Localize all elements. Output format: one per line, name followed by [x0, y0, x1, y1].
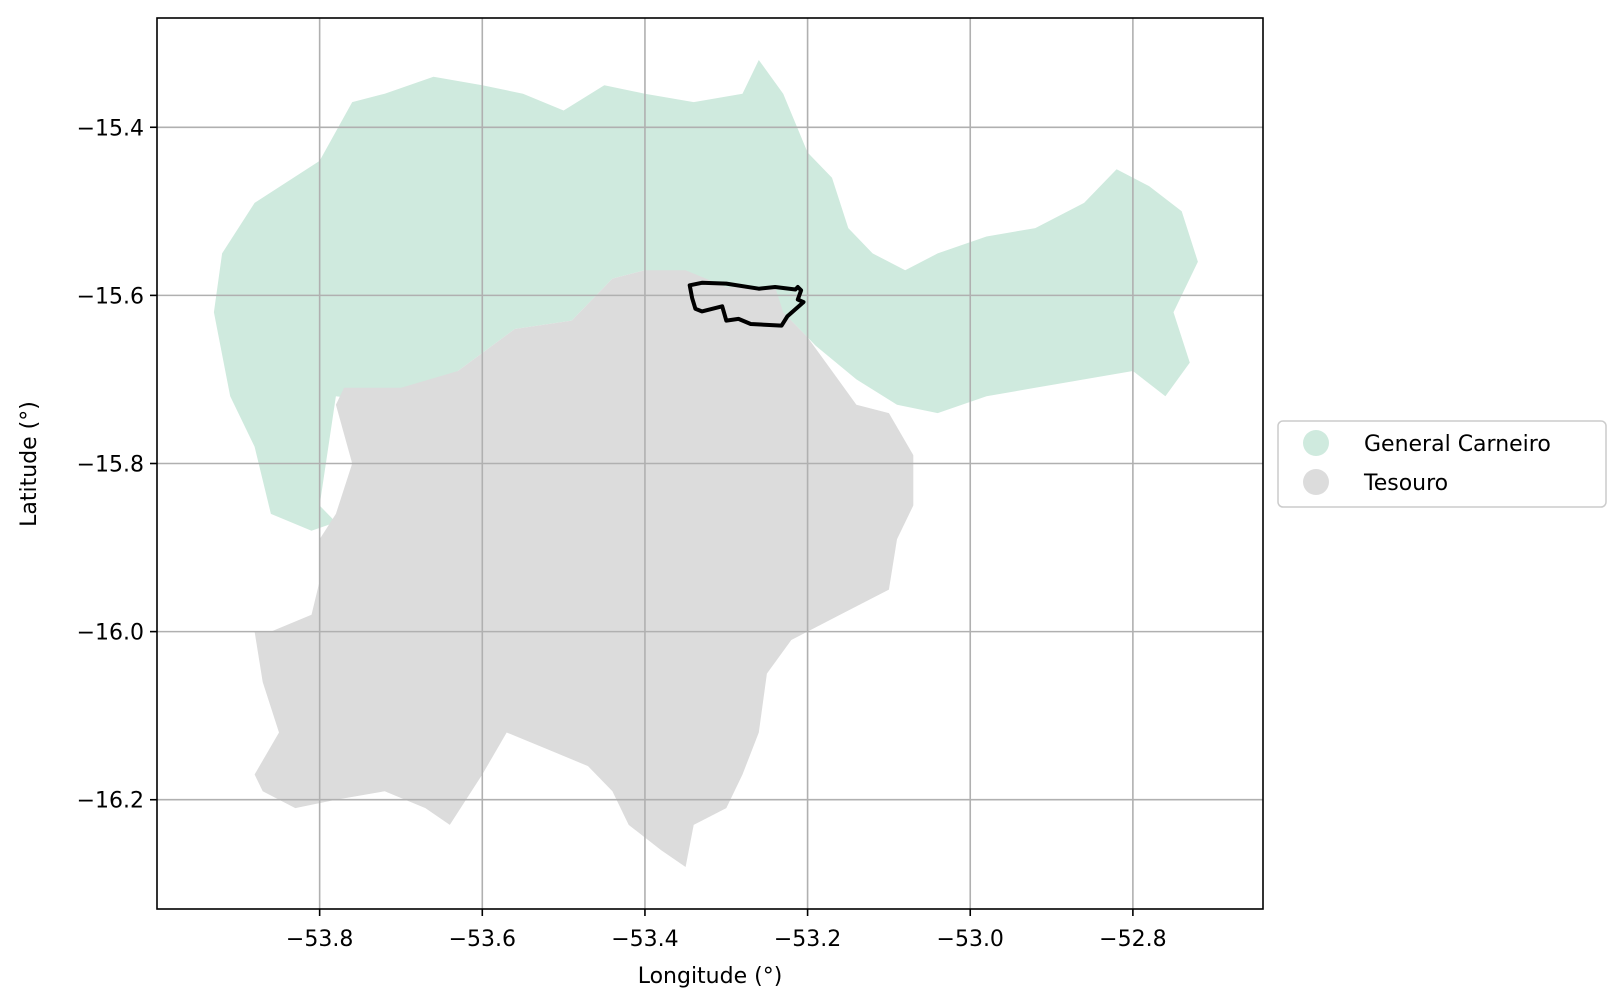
legend-label-general-carneiro: General Carneiro	[1364, 432, 1551, 457]
x-axis: −53.8 −53.6 −53.4 −53.2 −53.0 −52.8	[286, 909, 1167, 952]
x-axis-label: Longitude (°)	[638, 964, 783, 989]
x-tick-label: −52.8	[1099, 927, 1166, 952]
x-tick-label: −53.0	[937, 927, 1004, 952]
y-tick-label: −15.8	[77, 453, 144, 478]
legend-marker-general-carneiro	[1303, 430, 1329, 456]
y-tick-label: −15.4	[77, 116, 144, 141]
outline-boundary	[687, 280, 806, 328]
region-layer	[213, 60, 1198, 867]
region-tesouro	[254, 270, 914, 867]
legend: General Carneiro Tesouro	[1277, 420, 1607, 508]
legend-label-tesouro: Tesouro	[1363, 471, 1448, 496]
x-tick-label: −53.8	[286, 927, 353, 952]
y-axis: −15.4 −15.6 −15.8 −16.0 −16.2	[77, 116, 157, 814]
x-tick-label: −53.2	[774, 927, 841, 952]
x-tick-label: −53.4	[611, 927, 678, 952]
grid-layer	[157, 18, 1263, 909]
legend-marker-tesouro	[1303, 469, 1329, 495]
outline-layer	[687, 280, 806, 328]
x-tick-label: −53.6	[449, 927, 516, 952]
y-tick-label: −15.6	[77, 284, 144, 309]
y-tick-label: −16.0	[77, 621, 144, 646]
legend-box	[1277, 420, 1607, 508]
y-tick-label: −16.2	[77, 789, 144, 814]
region-general-carneiro	[213, 60, 1198, 531]
y-axis-label: Latitude (°)	[17, 401, 42, 527]
